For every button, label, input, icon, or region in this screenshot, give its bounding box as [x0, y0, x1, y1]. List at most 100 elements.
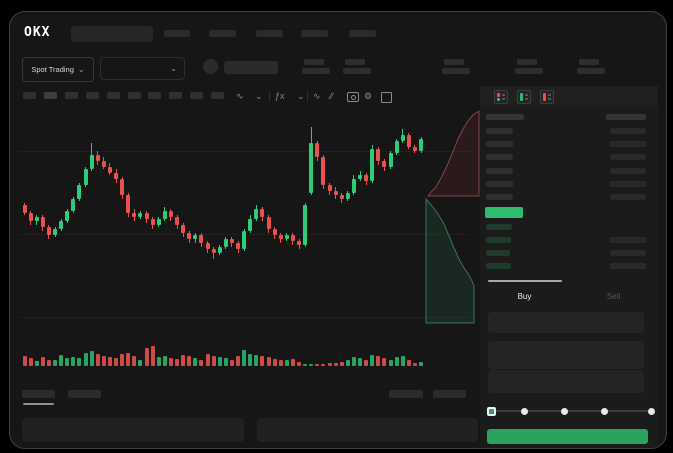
volume-bar	[351, 356, 356, 366]
toolbar-item-placeholder[interactable]	[148, 92, 162, 99]
toolbar-item-placeholder[interactable]	[190, 92, 204, 99]
toolbar-item-placeholder[interactable]	[85, 92, 99, 99]
candle-body	[132, 213, 137, 217]
slider-track[interactable]	[491, 410, 655, 412]
volume-bar	[89, 350, 94, 366]
volume-bar	[358, 358, 362, 366]
price-input-placeholder[interactable]	[488, 312, 644, 333]
volume-bar	[175, 359, 179, 366]
candle-body	[59, 221, 64, 229]
active-tab-underline	[23, 403, 54, 405]
volume-bar	[28, 358, 33, 366]
volume-bar	[419, 361, 423, 366]
spot-trading-selector[interactable]: Spot Trading ⌄	[22, 57, 94, 82]
nav-item-placeholder[interactable]	[349, 30, 376, 37]
tab-sell[interactable]: Sell	[606, 291, 621, 301]
bottom-right-placeholder[interactable]	[389, 390, 423, 398]
chevron-down-icon[interactable]: ⌄	[297, 91, 305, 101]
nav-item-placeholder[interactable]	[164, 30, 190, 37]
candle-body	[168, 211, 173, 217]
toolbar-item-placeholder[interactable]	[211, 92, 225, 99]
slider-stop-dot[interactable]	[520, 408, 528, 415]
candle-body	[193, 235, 198, 239]
candle-body	[370, 149, 375, 181]
camera-icon[interactable]	[347, 92, 359, 102]
candle-body	[297, 241, 301, 245]
coin-avatar-placeholder	[203, 59, 218, 74]
volume-bar	[138, 359, 143, 366]
candle-body	[382, 161, 387, 167]
fullscreen-icon[interactable]	[381, 92, 392, 103]
candle-body	[321, 157, 326, 185]
volume-bar	[364, 359, 369, 366]
candle-body	[34, 217, 39, 221]
nav-item-placeholder[interactable]	[301, 30, 328, 37]
candle-body	[364, 175, 369, 181]
candle-body	[77, 185, 82, 199]
search-bar-placeholder[interactable]	[71, 26, 153, 42]
nav-item-placeholder[interactable]	[256, 30, 283, 37]
volume-bar	[187, 356, 192, 366]
panel-divider[interactable]	[488, 280, 562, 282]
candle-body	[376, 149, 381, 161]
depth-chart-overlay	[425, 110, 480, 324]
book-asks-view-icon[interactable]	[540, 90, 554, 104]
fx-indicators-icon[interactable]: ƒx	[275, 91, 285, 101]
slider-stop-dot[interactable]	[647, 408, 655, 415]
volume-bar	[412, 363, 417, 366]
candle-body	[236, 243, 240, 249]
volume-bar	[290, 359, 295, 366]
volume-bar	[297, 362, 301, 366]
candle-body	[144, 213, 149, 219]
toolbar-item-placeholder[interactable]	[169, 92, 183, 99]
amount-slider[interactable]	[480, 401, 658, 421]
slider-handle[interactable]	[487, 407, 496, 416]
chevron-down-icon[interactable]: ⌄	[255, 91, 263, 101]
book-bids-view-icon[interactable]	[517, 90, 531, 104]
candle-body	[83, 169, 88, 185]
tab-buy[interactable]: Buy	[517, 291, 532, 301]
candle-body	[290, 235, 295, 241]
bottom-tab-placeholder[interactable]	[68, 390, 101, 398]
volume-bar	[266, 357, 271, 366]
candle-body	[187, 233, 192, 239]
slider-stop-dot[interactable]	[560, 408, 568, 415]
candle-body	[120, 179, 125, 195]
bottom-tab-placeholder[interactable]	[22, 390, 55, 398]
candle-body	[278, 235, 283, 239]
pair-dropdown[interactable]: ⌄	[100, 57, 185, 80]
volume-bar	[315, 364, 320, 366]
volume-bar	[303, 364, 308, 366]
toolbar-item-placeholder[interactable]	[106, 92, 120, 99]
wave-line-icon[interactable]: ∿	[313, 91, 321, 101]
total-input-placeholder[interactable]	[488, 370, 644, 393]
toolbar-item-placeholder[interactable]	[64, 92, 78, 99]
volume-bar	[406, 359, 411, 366]
slider-stop-dot[interactable]	[600, 408, 608, 415]
candle-body	[412, 147, 417, 151]
book-combined-view-icon[interactable]	[494, 90, 508, 104]
orderbook-row-placeholder	[486, 154, 513, 161]
candle-body	[406, 135, 411, 147]
candle-body	[138, 213, 143, 217]
toolbar-item-placeholder[interactable]	[43, 92, 57, 99]
order-panel: Buy Sell	[480, 86, 658, 448]
zigzag-indicator-icon[interactable]: ∿	[236, 91, 244, 101]
volume-bar	[272, 358, 277, 366]
toolbar-item-placeholder[interactable]	[127, 92, 141, 99]
amount-input-placeholder[interactable]	[488, 341, 644, 369]
volume-bar	[150, 346, 155, 366]
volume-bar	[156, 357, 161, 366]
candle-body	[400, 135, 405, 141]
bottom-right-placeholder[interactable]	[433, 390, 466, 398]
stat-label-placeholder	[304, 59, 324, 65]
buy-submit-button[interactable]	[487, 429, 648, 444]
orderbook-row-placeholder	[610, 250, 646, 256]
nav-item-placeholder[interactable]	[209, 30, 236, 37]
okx-logo[interactable]: OKX	[24, 25, 51, 40]
toolbar-item-placeholder[interactable]	[23, 92, 36, 99]
gear-icon[interactable]: ⚙	[364, 91, 373, 101]
hatch-drawing-icon[interactable]: ∕∕	[330, 91, 334, 101]
candle-body	[175, 217, 179, 225]
